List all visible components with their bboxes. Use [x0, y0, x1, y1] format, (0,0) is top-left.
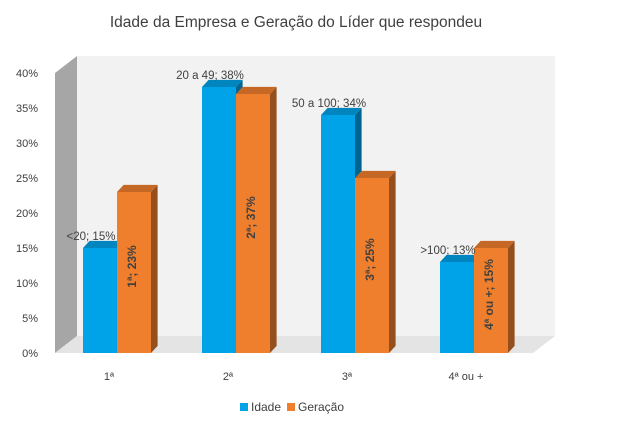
bar — [117, 184, 158, 353]
y-tick-label: 5% — [22, 313, 38, 325]
bar-side — [389, 170, 396, 353]
legend-label: Idade — [251, 400, 281, 414]
floor — [55, 336, 555, 353]
bar-top — [117, 184, 158, 192]
bars — [83, 79, 515, 354]
data-label: 4ª ou +; 15% — [482, 259, 496, 330]
legend-swatch — [287, 403, 295, 411]
bar-front — [236, 94, 270, 353]
bar-front — [202, 87, 236, 353]
bar-front — [117, 192, 151, 353]
data-labels: <20; 15% 1ª; 23% 20 a 49; 38% 2ª; 37% 50 a 1… — [67, 70, 496, 330]
bar-top — [440, 254, 481, 262]
bar-top — [83, 240, 124, 248]
bar-top — [202, 79, 243, 87]
bar-front — [355, 178, 389, 353]
y-axis: 0% 5% 10% 15% 20% 25% 30% 35% 40% — [16, 68, 38, 360]
y-tick-label: 20% — [16, 208, 38, 220]
y-tick-label: 35% — [16, 103, 38, 115]
bar-top — [321, 107, 362, 115]
bar-top — [355, 170, 396, 178]
data-label: 20 a 49; 38% — [176, 70, 244, 82]
x-tick-label: 3ª — [342, 371, 353, 383]
bar-side — [151, 184, 158, 353]
bar — [474, 240, 515, 353]
legend-item: Geração — [287, 400, 344, 414]
legend-swatch — [240, 403, 248, 411]
bar-side — [508, 240, 515, 353]
y-tick-label: 10% — [16, 278, 38, 290]
side-wall — [55, 56, 77, 353]
y-tick-label: 30% — [16, 138, 38, 150]
legend-item: Idade — [240, 400, 281, 414]
y-tick-label: 0% — [22, 348, 38, 360]
bar — [236, 86, 277, 354]
bar-front — [321, 115, 355, 353]
data-label: 3ª; 25% — [363, 238, 377, 281]
data-label: 2ª; 37% — [244, 196, 258, 239]
bar-top — [474, 240, 515, 248]
x-tick-label: 2ª — [223, 371, 234, 383]
legend: Idade Geração — [240, 400, 344, 414]
data-label: >100; 13% — [420, 245, 475, 257]
y-tick-label: 25% — [16, 173, 38, 185]
chart-walls — [55, 56, 555, 353]
bar-side — [270, 86, 277, 354]
bar-front — [440, 262, 474, 353]
data-label: <20; 15% — [67, 231, 116, 243]
data-label: 1ª; 23% — [125, 245, 139, 288]
bar-front — [474, 248, 508, 353]
x-tick-label: 4ª ou + — [449, 371, 484, 383]
legend-label: Geração — [298, 400, 344, 414]
y-tick-label: 15% — [16, 243, 38, 255]
bar-front — [83, 248, 117, 353]
bar-top — [236, 86, 277, 94]
y-tick-label: 40% — [16, 68, 38, 80]
data-label: 50 a 100; 34% — [292, 98, 366, 110]
back-wall — [77, 56, 555, 336]
chart-title: Idade da Empresa e Geração do Líder que … — [110, 14, 482, 31]
x-tick-label: 1ª — [104, 371, 115, 383]
bar — [355, 170, 396, 353]
x-axis: 1ª 2ª 3ª 4ª ou + — [104, 371, 484, 383]
